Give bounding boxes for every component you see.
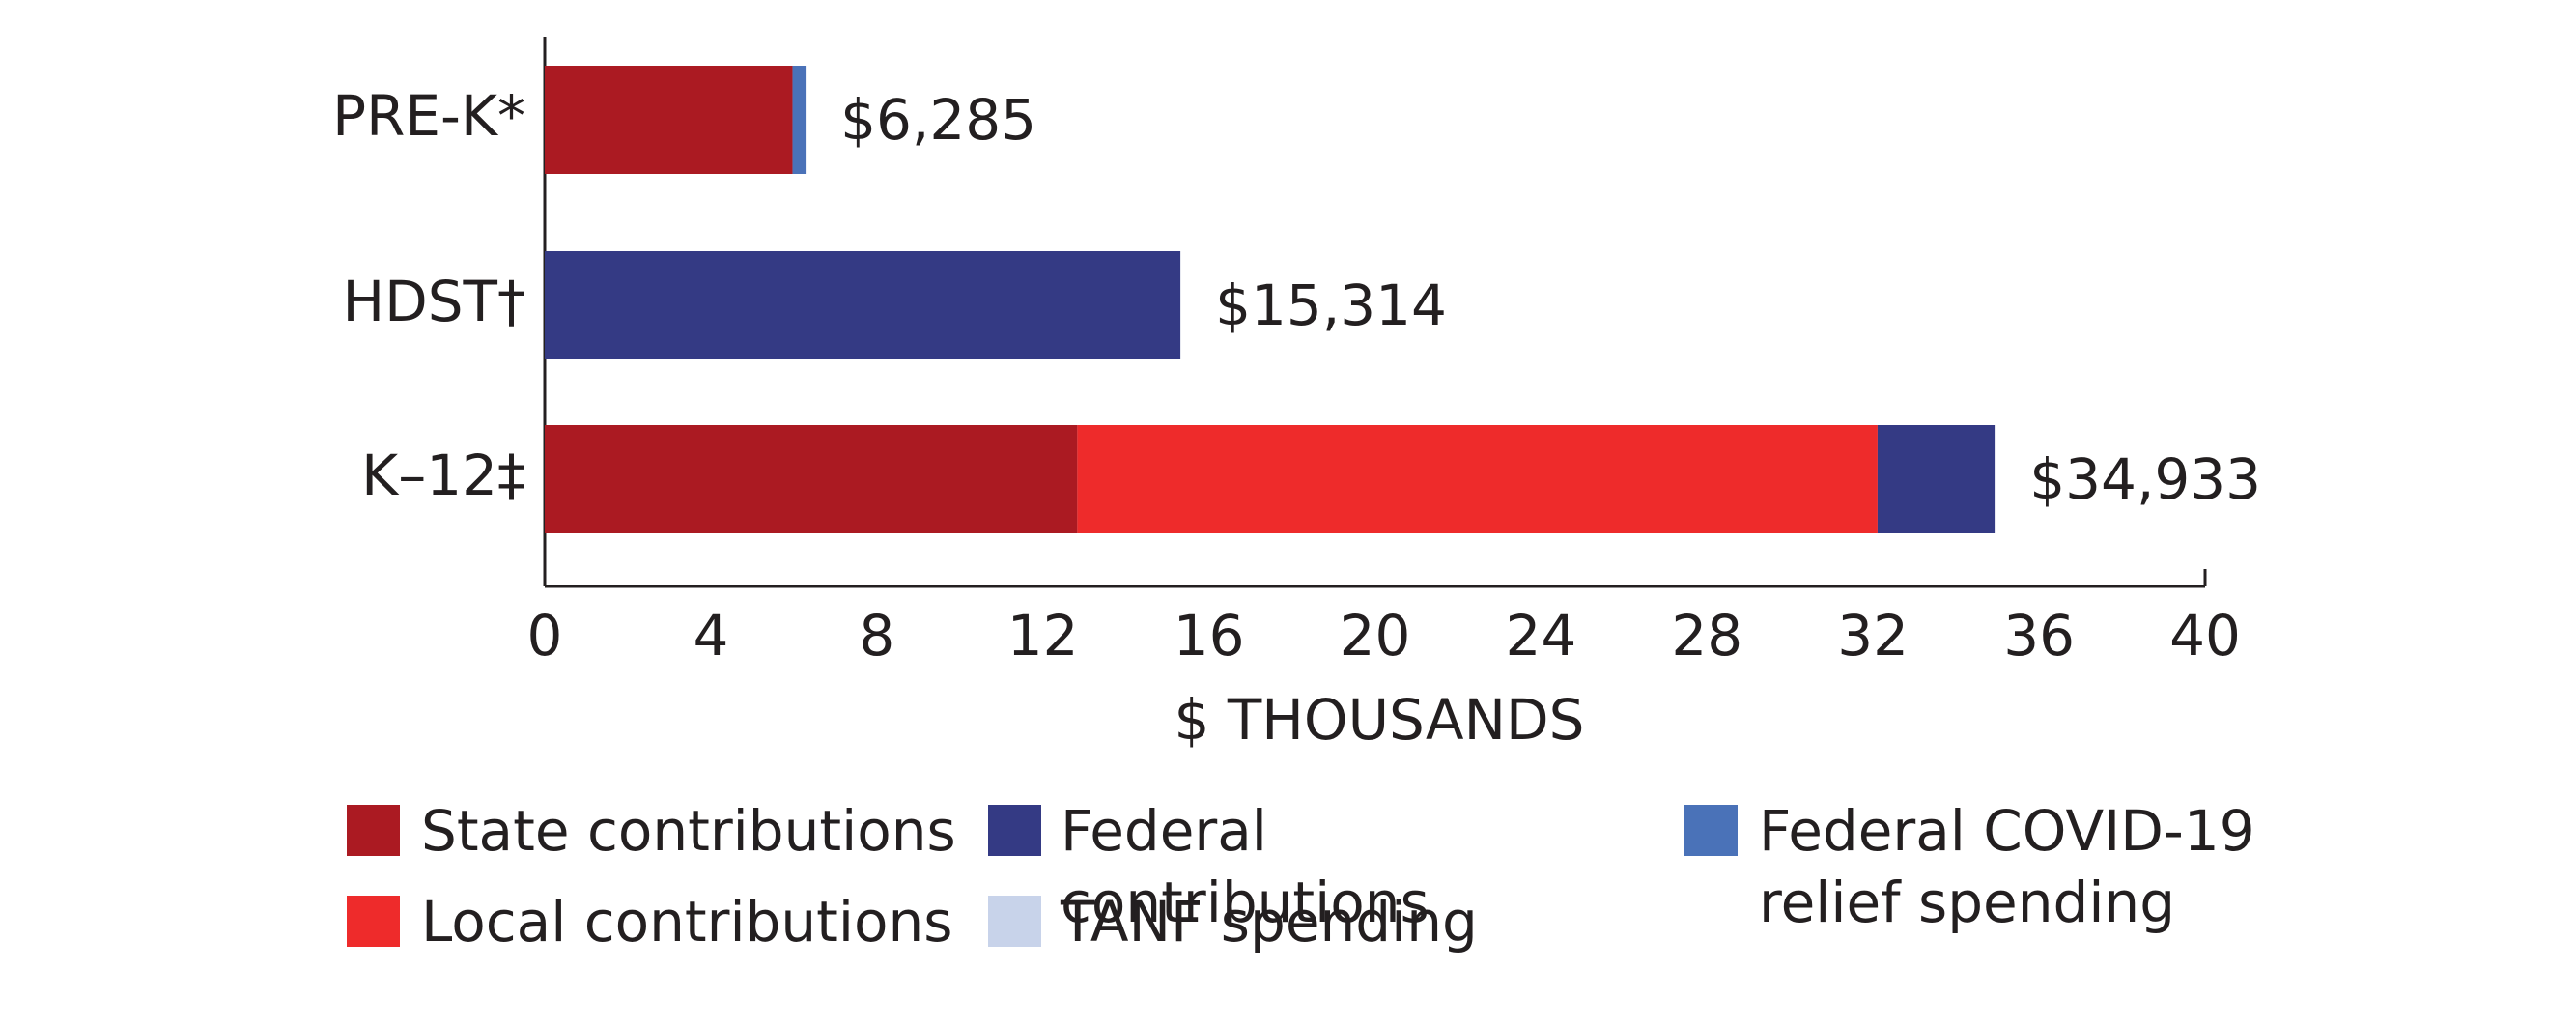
x-tick-label: 32 xyxy=(1837,603,1909,669)
bar-segment xyxy=(545,425,1078,533)
x-tick-label: 16 xyxy=(1174,603,1245,669)
legend-label: State contributions xyxy=(421,798,956,864)
legend-label: Local contributions xyxy=(421,889,953,955)
bar-segment xyxy=(1877,425,1996,533)
x-tick-label: 28 xyxy=(1671,603,1742,669)
x-tick-label: 8 xyxy=(859,603,894,669)
legend-swatch xyxy=(347,896,400,947)
category-label: K–12‡ xyxy=(361,442,525,508)
legend-swatch xyxy=(1684,805,1738,856)
legend-label: TANF spending xyxy=(1061,889,1478,955)
x-axis-title: $ THOUSANDS xyxy=(1175,687,1585,753)
legend-label: Federal COVID-19 relief spending xyxy=(1759,798,2255,935)
bar-segment xyxy=(792,66,807,174)
legend-swatch xyxy=(988,805,1041,856)
x-tick-label: 36 xyxy=(2003,603,2075,669)
x-tick-label: 40 xyxy=(2169,603,2241,669)
x-tick-label: 12 xyxy=(1007,603,1079,669)
x-tick-label: 4 xyxy=(693,603,728,669)
legend-swatch xyxy=(988,896,1041,947)
total-label: $34,933 xyxy=(2029,446,2261,512)
total-label: $15,314 xyxy=(1215,272,1447,338)
category-label: HDST† xyxy=(342,269,525,334)
category-label: PRE-K* xyxy=(332,83,525,149)
bar-segment xyxy=(545,251,1181,359)
total-label: $6,285 xyxy=(840,87,1036,153)
legend-label: Federal contributions xyxy=(1061,798,1430,935)
x-tick-label: 24 xyxy=(1505,603,1576,669)
bar-segment xyxy=(545,66,793,174)
x-tick-label: 0 xyxy=(527,603,563,669)
x-tick-label: 20 xyxy=(1340,603,1411,669)
legend-swatch xyxy=(347,805,400,856)
bar-segment xyxy=(1077,425,1878,533)
